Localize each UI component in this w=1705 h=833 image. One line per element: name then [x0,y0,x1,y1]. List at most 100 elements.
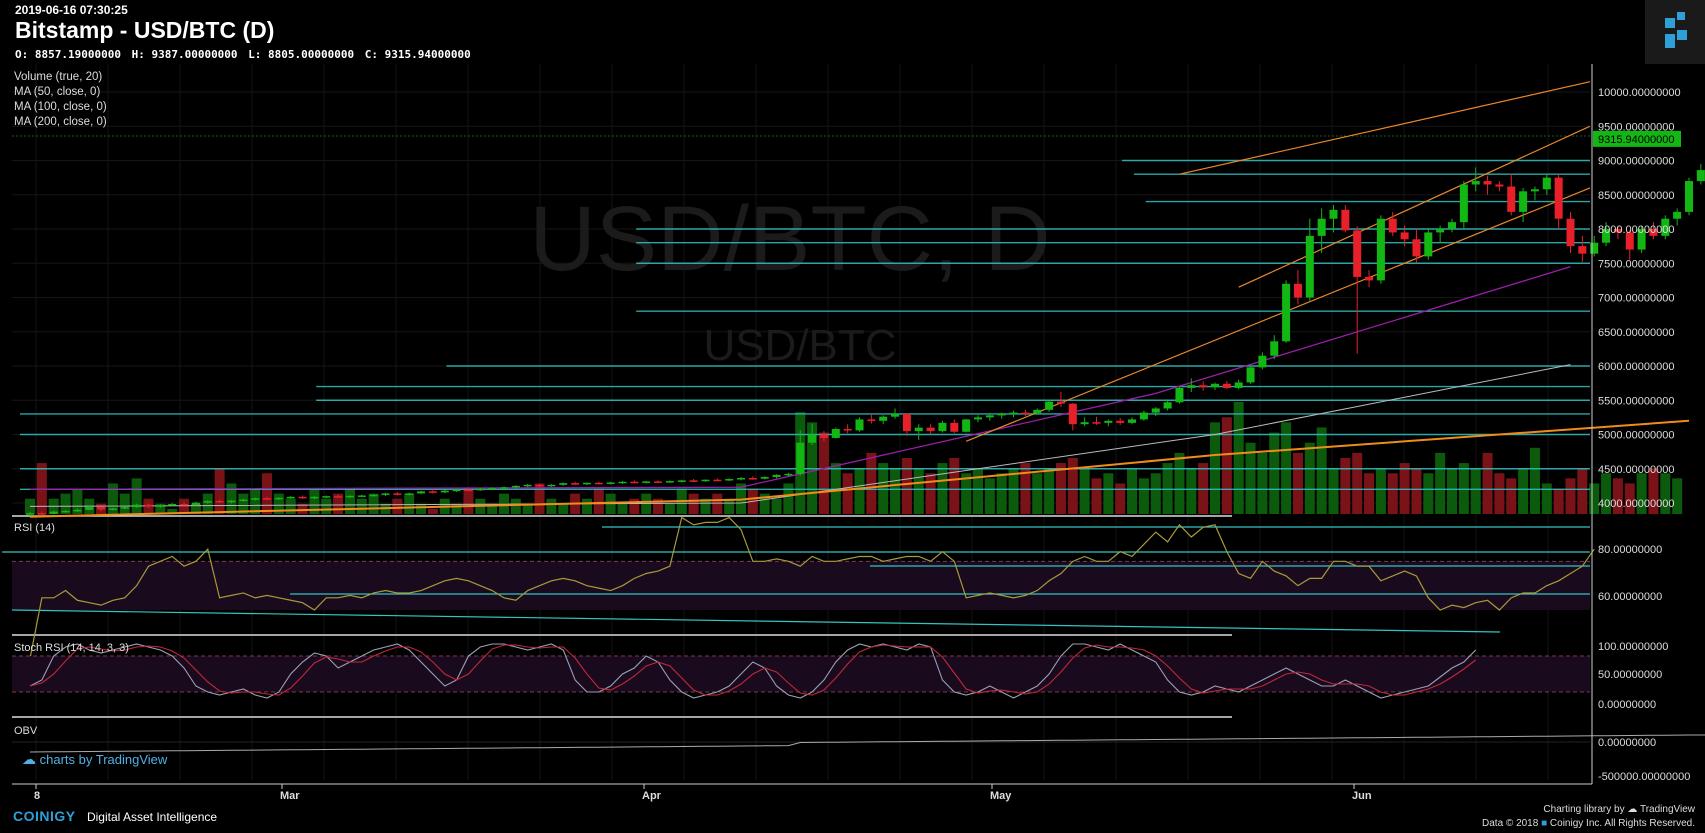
candle-body [1566,218,1575,247]
price-tick-label: 5500.00000000 [1598,395,1674,407]
volume-bar [1079,468,1090,514]
volume-bar [937,463,948,514]
stoch-rsi-panel [12,643,1590,699]
price-tick-label: 9000.00000000 [1598,156,1674,168]
volume-bar [1399,463,1410,514]
volume-bar [712,493,723,514]
obv-tick-label: 0.00000000 [1598,737,1656,749]
candle-body [37,513,46,515]
candle-body [1021,412,1030,415]
tradingview-badge[interactable]: ☁ charts by TradingView [22,751,167,768]
candle-body [1459,184,1468,223]
candle-body [1436,229,1445,233]
volume-bar [131,478,142,514]
time-tick-label: Mar [280,790,300,802]
candle-body [1211,383,1219,388]
volume-bar [202,493,213,514]
volume-bar [1660,473,1671,514]
footer-credits: Charting library by ☁ TradingView Data ©… [1482,803,1695,831]
indicator-ma100[interactable]: MA (100, close, 0) [14,101,107,113]
volume-bar [1055,463,1066,514]
volume-bar [546,498,557,514]
price-tick-label: 7500.00000000 [1598,258,1674,270]
footer-lib-name[interactable]: TradingView [1639,804,1695,815]
candle-body [345,495,354,498]
price-tick-label: 6500.00000000 [1598,327,1674,339]
coinigy-brand[interactable]: COINIGY [13,808,76,824]
candle-body [1033,409,1042,414]
volume-bar [1529,447,1540,514]
candle-body [298,496,307,499]
candle-body [867,419,876,421]
volume-bar [996,473,1007,514]
candle-body [1519,191,1528,212]
candle-body [855,419,864,431]
volume-bar [1174,452,1185,514]
volume-bar [771,498,782,514]
candle-body [1542,177,1551,190]
candle-body [85,507,94,510]
candle-body [1696,170,1705,182]
price-tick-label: 5000.00000000 [1598,430,1674,442]
candle-body [1305,235,1314,298]
candle-body [26,513,34,515]
candle-body [488,487,497,490]
candle-body [191,502,200,506]
candle-body [1199,385,1208,388]
volume-bar [1482,452,1493,514]
volume-bar [356,498,367,514]
volume-bar [309,488,320,514]
candle-body [97,507,106,510]
volume-bar [179,498,190,514]
candle-body [974,417,982,420]
candle-body [819,434,828,438]
volume-bar [1636,473,1647,514]
stoch-rsi-label[interactable]: Stoch RSI (14, 14, 3, 3) [14,642,129,654]
candle-body [879,416,888,421]
volume-bar [1601,473,1612,514]
volume-bar [1352,452,1363,514]
volume-bar [1245,442,1256,514]
volume-bar [1292,452,1303,514]
obv-label[interactable]: OBV [14,725,38,737]
candle-body [772,474,781,477]
ohlc-open: O: 8857.19000000 [15,48,121,61]
candle-body [1495,184,1504,187]
candle-body [1187,385,1196,388]
price-tick-label: 6000.00000000 [1598,361,1674,373]
candle-body [168,504,177,506]
candle-body [1578,246,1587,254]
volume-bar [961,473,972,514]
candles [26,163,1705,517]
last-price-label: 9315.94000000 [1598,134,1674,146]
volume-bar [1506,478,1517,514]
rsi-label[interactable]: RSI (14) [14,522,55,534]
volume-bar [629,498,640,514]
indicator-ma50[interactable]: MA (50, close, 0) [14,86,101,98]
candle-body [417,491,426,494]
ohlc-readout: O: 8857.19000000 H: 9387.00000000 L: 880… [15,48,475,61]
candle-body [428,491,437,493]
candle-body [1234,382,1243,388]
candle-body [1613,229,1622,233]
candle-body [227,500,236,503]
time-tick-label: Apr [642,790,662,802]
candle-body [322,496,331,498]
indicator-ma200[interactable]: MA (200, close, 0) [14,116,107,128]
candle-body [950,422,959,432]
indicator-volume[interactable]: Volume (true, 20) [14,71,103,83]
stoch-tick-label: 50.00000000 [1598,669,1662,681]
candle-body [1471,181,1480,185]
volume-bar [119,493,130,514]
candle-body [559,483,568,485]
obv-tick-label: -500000.00000000 [1598,771,1690,783]
time-tick-label: Jun [1352,790,1372,802]
candle-body [452,489,461,492]
candle-body [843,429,852,431]
candle-body [618,481,627,484]
candle-body [156,505,165,507]
candle-body [737,477,745,480]
support-resistance-lines [20,159,1590,490]
candle-body [274,497,283,500]
